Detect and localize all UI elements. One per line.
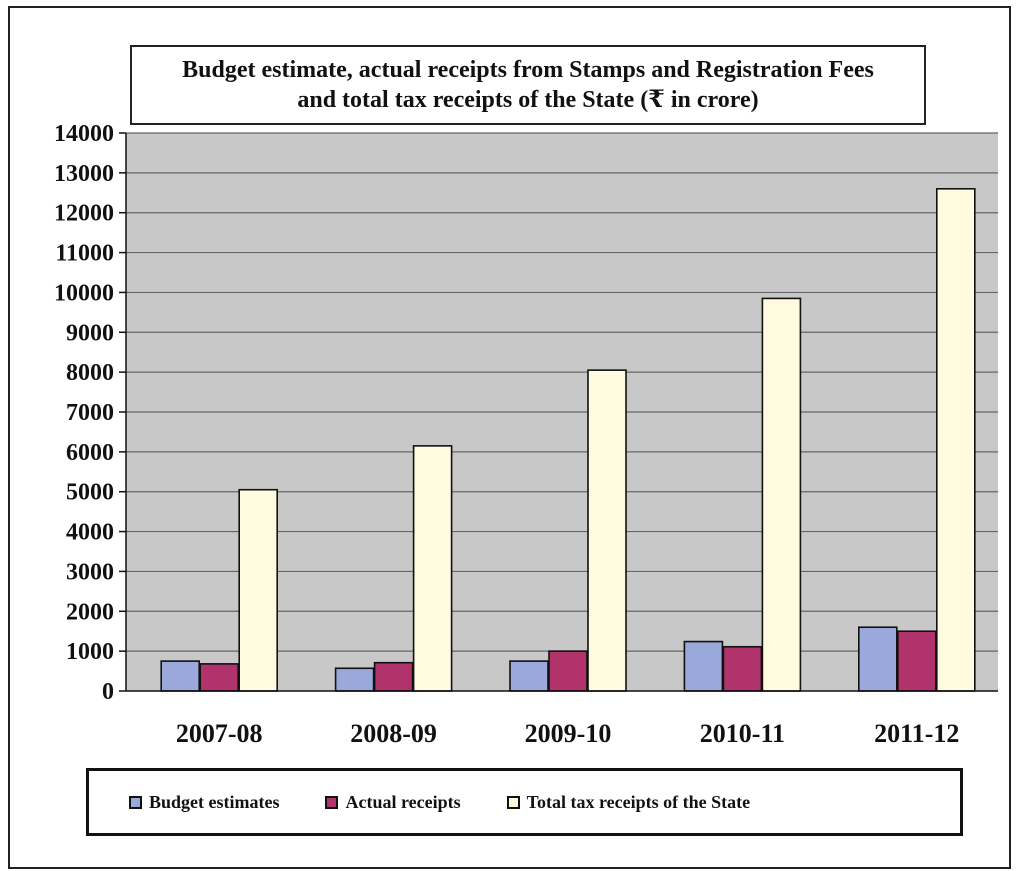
bar-actual (373, 661, 414, 692)
x-tick-label: 2007-08 (176, 719, 263, 748)
x-tick-label: 2008-09 (350, 719, 437, 748)
legend-swatch-actual (325, 795, 339, 809)
y-tick-label: 9000 (66, 320, 114, 346)
chart-title-line2: and total tax receipts of the State (₹ i… (297, 87, 759, 113)
y-tick-label: 12000 (54, 201, 114, 227)
y-tick-label: 0 (102, 679, 114, 705)
legend-swatch-budget (129, 795, 142, 809)
y-tick-label: 8000 (66, 360, 114, 386)
y-tick-label: 13000 (54, 161, 114, 187)
legend-item-actual: Actual receipts (325, 791, 461, 813)
bar-total (412, 445, 453, 692)
y-tick-label: 10000 (54, 280, 114, 306)
bar-budget (857, 626, 898, 692)
bar-actual (722, 645, 763, 692)
bar-budget (334, 667, 375, 692)
legend-label-actual: Actual receipts (345, 791, 461, 812)
legend-label-total: Total tax receipts of the State (526, 791, 751, 812)
legend-item-budget: Budget estimates (129, 792, 279, 813)
legend-label-budget: Budget estimates (149, 791, 280, 812)
bar-total (935, 188, 976, 692)
y-tick-label: 4000 (66, 520, 114, 546)
x-tick-label: 2011-12 (874, 719, 959, 748)
y-tick-label: 6000 (66, 440, 114, 466)
chart-title-box: Budget estimate, actual receipts from St… (130, 45, 926, 125)
legend-item-total: Total tax receipts of the State (506, 791, 751, 813)
chart-frame (8, 6, 1011, 869)
y-tick-label: 2000 (66, 599, 114, 625)
y-tick-label: 11000 (55, 241, 114, 267)
x-tick-label: 2010-11 (700, 719, 785, 748)
y-tick-label: 14000 (54, 121, 114, 147)
legend-swatch-total (506, 795, 520, 809)
y-tick-label: 1000 (66, 639, 114, 665)
bar-actual (199, 663, 239, 692)
y-tick-label: 5000 (66, 480, 114, 506)
bar-actual (896, 630, 937, 692)
bar-total (238, 488, 278, 692)
bar-total (761, 297, 802, 692)
bar-total (587, 369, 627, 692)
bar-budget (683, 640, 724, 692)
legend: Budget estimates Actual receipts Total t… (86, 768, 963, 836)
bar-actual (548, 650, 588, 692)
x-tick-label: 2009-10 (525, 719, 612, 748)
chart-title-line1: Budget estimate, actual receipts from St… (182, 57, 874, 83)
bar-budget (509, 660, 549, 692)
bar-budget (160, 660, 200, 692)
y-tick-label: 3000 (66, 559, 114, 585)
y-tick-label: 7000 (66, 400, 114, 426)
